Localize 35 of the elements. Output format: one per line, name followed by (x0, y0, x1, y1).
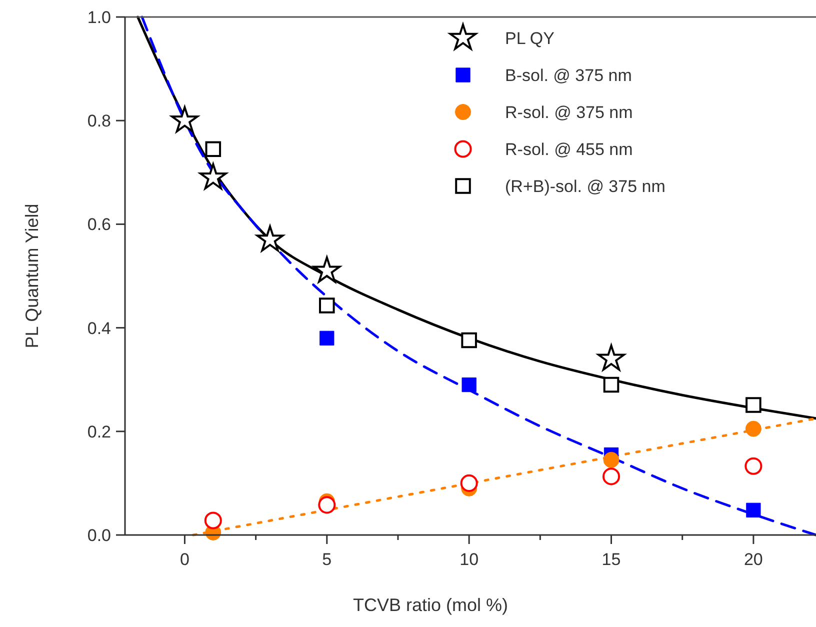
point (460, 474, 478, 492)
point (313, 256, 341, 283)
point (603, 452, 620, 468)
point (461, 332, 477, 348)
line-series (140, 16, 816, 536)
x-tick-label: 5 (322, 550, 332, 569)
y-tick-label: 0.6 (87, 215, 111, 234)
y-tick-label: 0.0 (87, 526, 111, 545)
point (746, 397, 762, 413)
point (745, 420, 762, 437)
legend-label: R-sol. @ 455 nm (505, 140, 633, 159)
legend-label: (R+B)-sol. @ 375 nm (505, 177, 666, 196)
point (205, 141, 222, 157)
point (318, 496, 336, 514)
y-tick-label: 0.8 (87, 112, 111, 131)
y-tick-label: 0.4 (87, 318, 111, 338)
point (320, 330, 334, 346)
point (462, 377, 476, 392)
x-tick-label: 20 (744, 550, 763, 569)
x-tick-label: 0 (180, 550, 190, 569)
point (204, 512, 222, 530)
x-tick-label: 10 (460, 550, 479, 569)
legend-label: R-sol. @ 375 nm (505, 103, 633, 122)
point (319, 298, 335, 314)
point (256, 225, 284, 252)
x-tick-label: 15 (602, 550, 621, 569)
y-tick-label: 1.0 (87, 8, 111, 27)
point (199, 163, 227, 190)
point (746, 502, 761, 518)
legend-label: PL QY (505, 29, 554, 48)
x-axis-title: TCVB ratio (mol %) (352, 595, 508, 615)
y-tick-label: 0.2 (87, 422, 111, 442)
point (603, 376, 620, 393)
y-axis-title: PL Quantum Yield (22, 204, 42, 348)
legend-label: B-sol. @ 375 nm (505, 66, 632, 85)
